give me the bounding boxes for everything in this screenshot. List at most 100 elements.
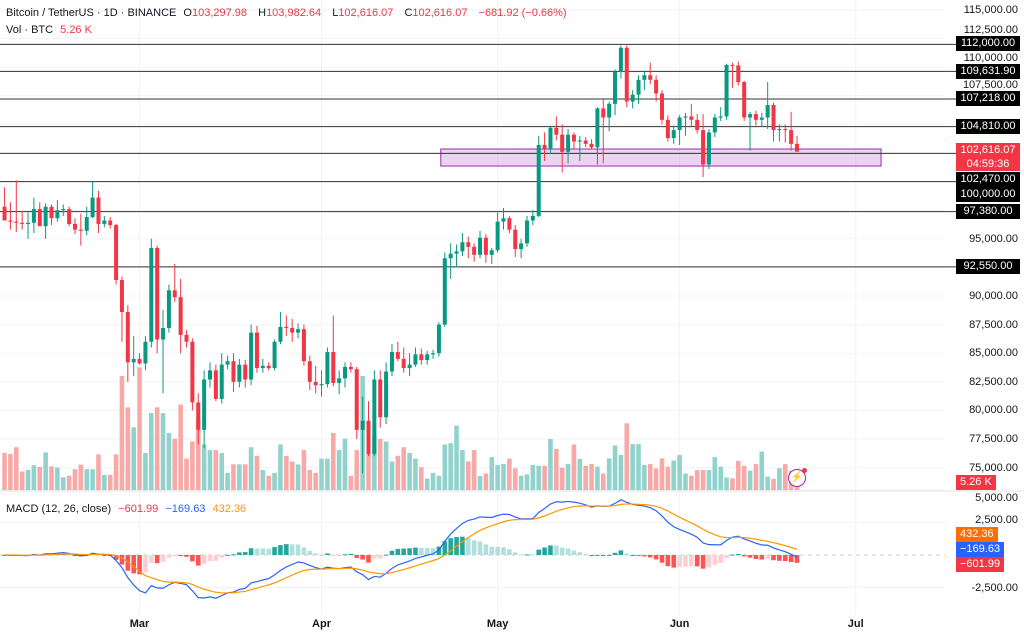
volume-bar [612, 445, 618, 490]
macd-histogram-bar [278, 545, 283, 555]
candle-body [243, 364, 248, 380]
lightning-icon[interactable]: ⚡ [788, 468, 807, 487]
volume-bar [60, 477, 66, 490]
macd-histogram-bar [430, 548, 436, 555]
volume-bar [237, 464, 242, 490]
candle-body [208, 370, 212, 380]
volume-bar [642, 464, 647, 490]
candle-body [460, 242, 465, 252]
macd-line [4, 499, 798, 599]
macd-histogram-bar [137, 555, 142, 575]
macd-histogram-bar [207, 555, 213, 562]
candle-body [61, 209, 66, 211]
macd-histogram-bar [301, 547, 307, 555]
volume-bar [712, 457, 718, 490]
macd-histogram-bar [636, 555, 641, 556]
candle-body [172, 290, 177, 298]
candle-body [372, 379, 377, 454]
macd-histogram-bar [524, 554, 530, 556]
macd-histogram-bar [477, 541, 483, 555]
macd-histogram-bar [559, 547, 565, 555]
volume-bar [301, 450, 307, 490]
macd-histogram-bar [336, 554, 342, 556]
macd-histogram-bar [730, 554, 735, 556]
price-tick-label: 77,500.00 [969, 433, 1018, 445]
volume-bar [706, 470, 712, 490]
volume-value: 5.26 K [60, 24, 92, 36]
volume-bar [330, 433, 336, 490]
macd-histogram-bar [272, 547, 277, 555]
candle-body [683, 116, 688, 118]
volume-bar [313, 472, 318, 490]
volume-bar [348, 475, 354, 490]
volume-bar [43, 452, 48, 490]
macd-histogram-bar [360, 555, 365, 560]
volume-bar [383, 441, 389, 490]
level-price-label: 112,000.00 [956, 36, 1020, 51]
candle-body [196, 402, 201, 430]
candle-body [442, 258, 447, 325]
macd-histogram-bar [395, 548, 401, 555]
volume-bar [72, 469, 78, 490]
symbol-title[interactable]: Bitcoin / TetherUS · 1D · BINANCE [6, 7, 177, 19]
volume-bar [501, 464, 506, 490]
macd-histogram-bar [659, 555, 665, 563]
volume-bar [454, 425, 459, 490]
volume-bar [653, 468, 659, 490]
volume-bar [137, 367, 142, 490]
macd-histogram-bar [577, 552, 583, 555]
candle-body [149, 247, 154, 342]
candle-body [677, 117, 682, 131]
macd-legend: MACD (12, 26, close) −601.99 −169.63 432… [6, 503, 250, 515]
volume-bar [424, 478, 430, 490]
candle-body [618, 47, 623, 72]
volume-title[interactable]: Vol · BTC [6, 24, 54, 36]
volume-bar [31, 465, 37, 490]
volume-bar [319, 458, 324, 490]
volume-bar [254, 455, 260, 490]
volume-bar [107, 474, 113, 490]
time-tick-label: May [486, 618, 509, 630]
macd-histogram-bar [225, 554, 230, 556]
support-zone-box [440, 148, 882, 167]
candle-body [454, 251, 459, 254]
candle-body [43, 206, 48, 227]
candle-body [501, 218, 506, 222]
volume-bar [266, 475, 271, 490]
macd-histogram-bar [589, 555, 594, 557]
volume-bar [2, 452, 7, 490]
volume-bar [636, 444, 641, 490]
candle-body [648, 75, 653, 80]
volume-bar [718, 466, 723, 490]
volume-bar [166, 433, 172, 490]
candle-body [384, 371, 389, 418]
volume-bar [113, 454, 119, 490]
current-price-label: 102,616.07 04:59:36 [956, 143, 1020, 171]
macd-histogram-bar [718, 555, 723, 564]
volume-bar [125, 407, 131, 490]
macd-histogram-bar [330, 554, 336, 556]
volume-bar [571, 444, 577, 490]
volume-bar [278, 444, 283, 490]
macd-histogram-bar [665, 555, 671, 567]
macd-histogram-bar [160, 555, 166, 562]
macd-histogram-bar [260, 548, 266, 555]
macd-histogram-bar [501, 547, 506, 555]
horizontal-levels[interactable] [0, 43, 956, 268]
close-value: 102,616.07 [412, 7, 468, 19]
volume-bar [759, 451, 765, 490]
macd-histogram-bar [442, 541, 448, 555]
volume-bar [559, 467, 565, 490]
notification-dot [802, 468, 807, 473]
volume-bar [507, 458, 512, 490]
macd-histogram-bar [190, 555, 195, 562]
volume-bar [407, 452, 412, 490]
volume-bar [530, 464, 536, 490]
macd-title[interactable]: MACD (12, 26, close) [6, 503, 112, 515]
support-zone[interactable] [440, 148, 882, 167]
candle-body [8, 220, 13, 222]
low-label: L [332, 7, 339, 19]
macd-histogram-bar [600, 555, 606, 556]
volume-bar [201, 444, 207, 490]
